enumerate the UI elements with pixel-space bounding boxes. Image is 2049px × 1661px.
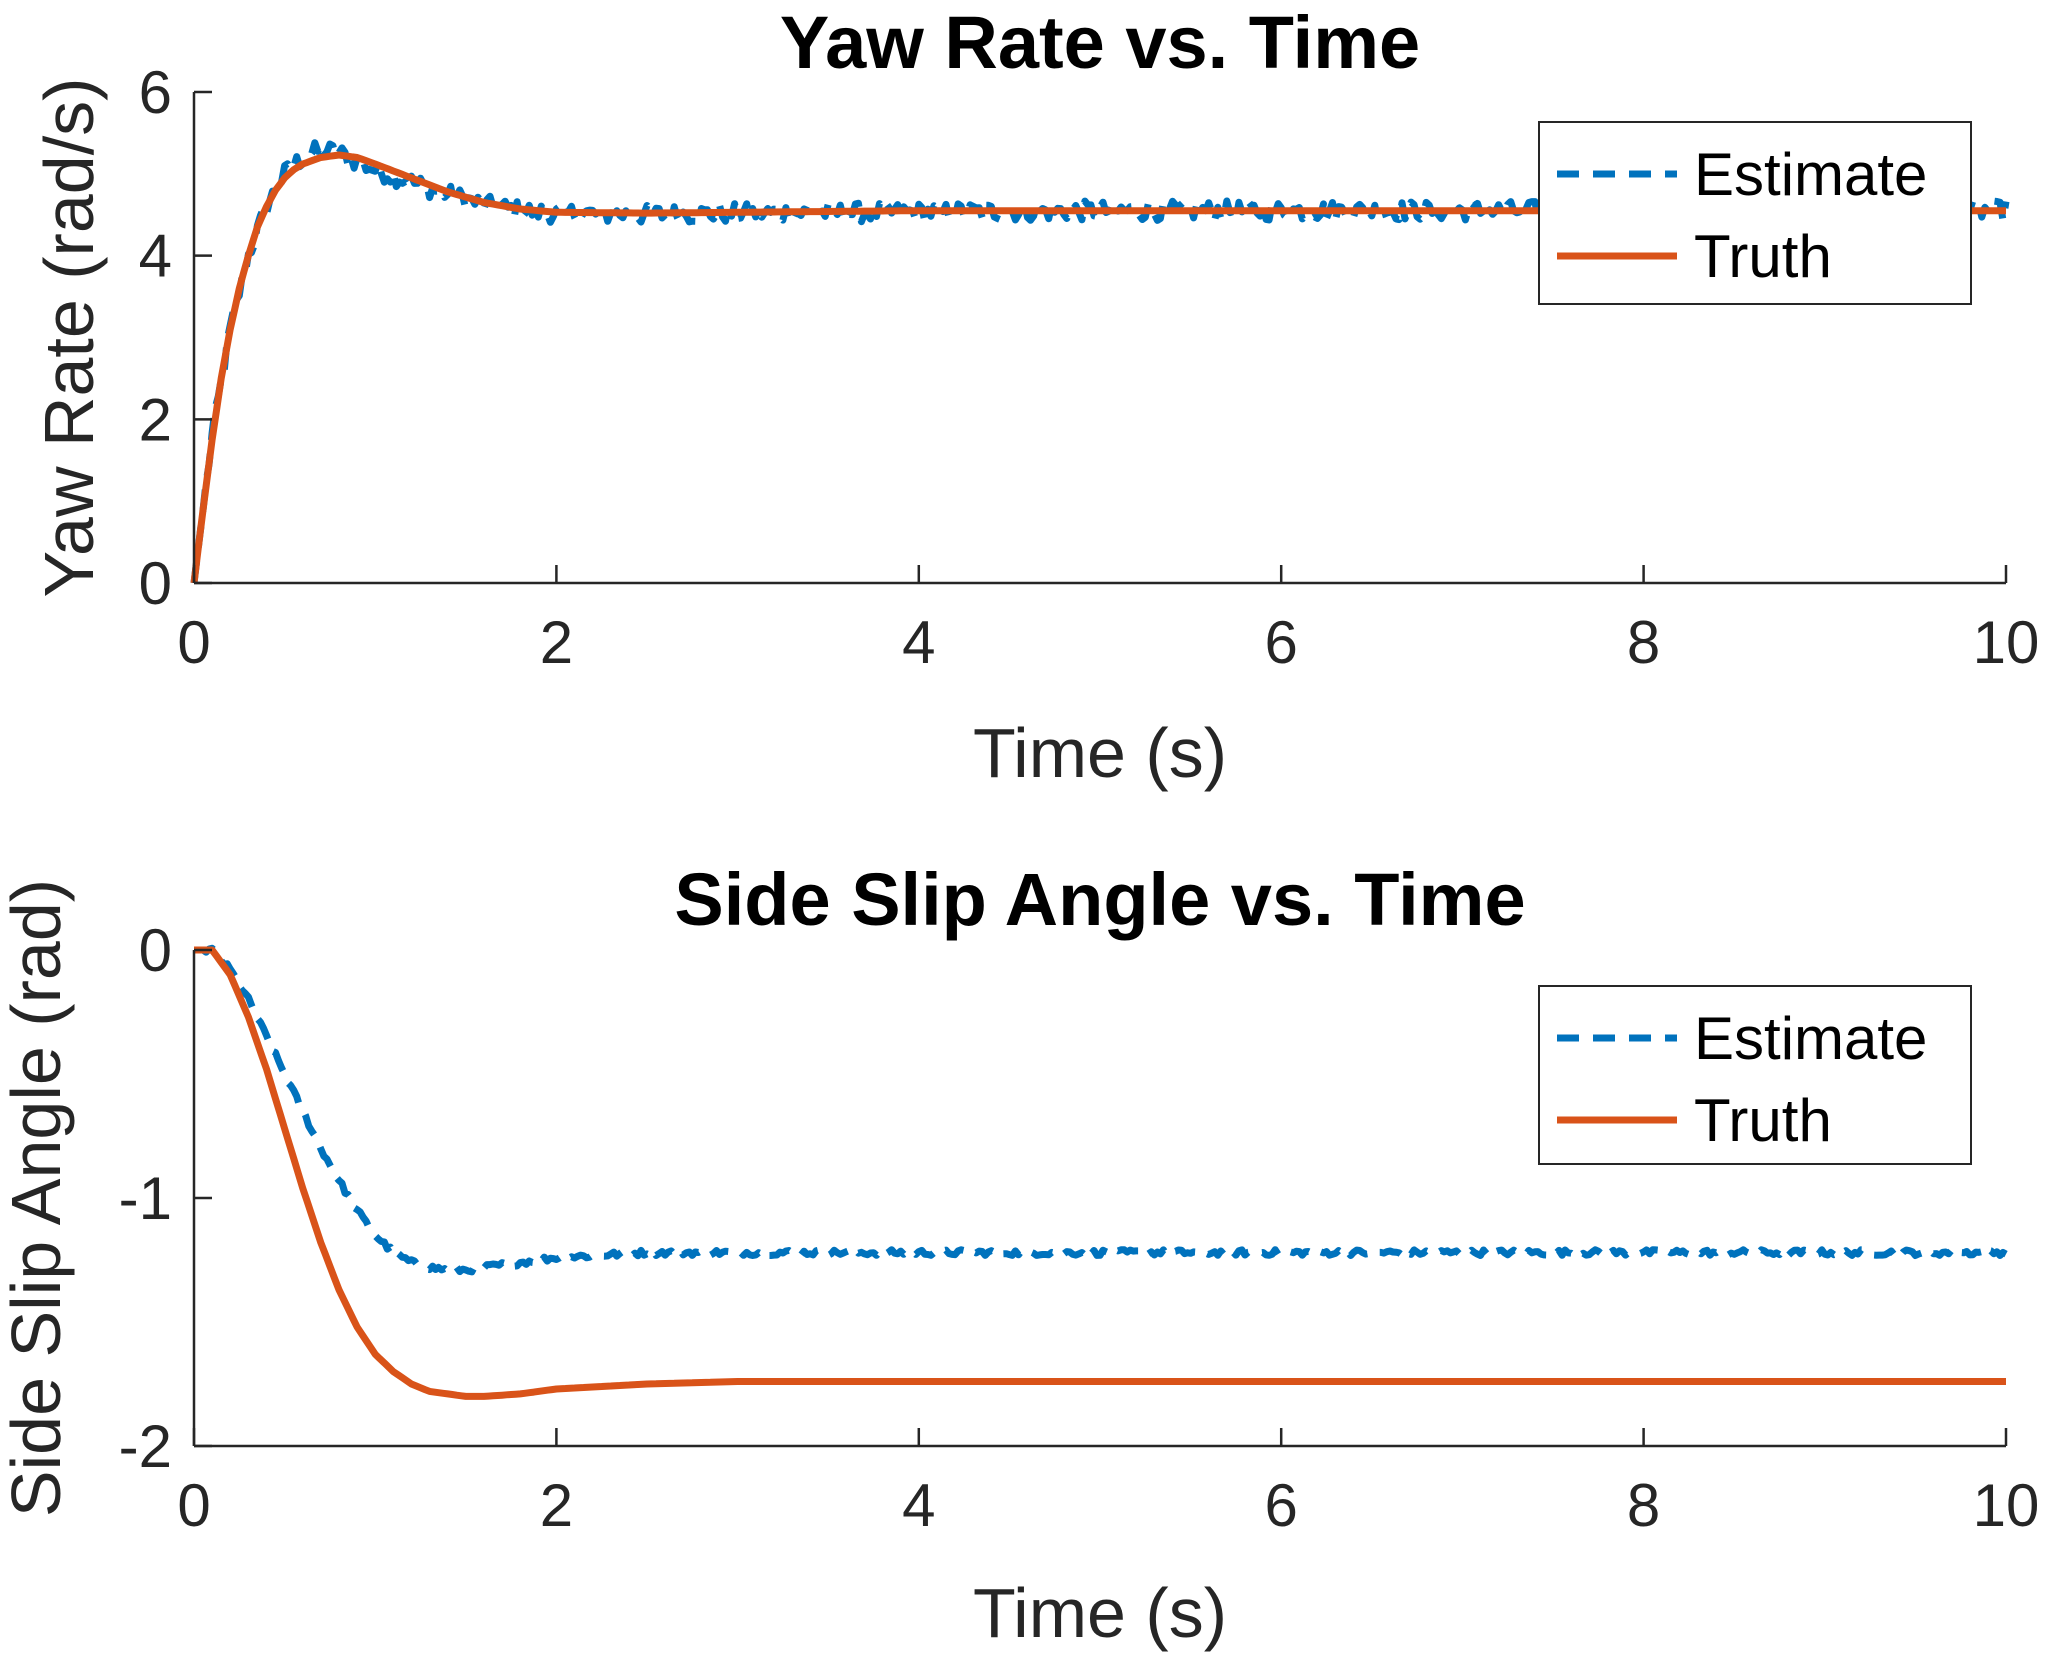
chart-title: Side Slip Angle vs. Time: [674, 858, 1525, 941]
y-tick-label: -2: [119, 1413, 172, 1480]
x-tick-label: 4: [902, 609, 935, 676]
x-axis-label: Time (s): [973, 714, 1227, 792]
series-estimate-line: [193, 944, 2008, 1276]
legend: Estimate Truth: [1538, 985, 1972, 1165]
y-axis-label: Yaw Rate (rad/s): [30, 78, 108, 598]
x-tick-label: 0: [177, 1472, 210, 1539]
legend-label-estimate: Estimate: [1694, 141, 1927, 208]
x-tick-label: 8: [1627, 609, 1660, 676]
x-tick-label: 8: [1627, 1472, 1660, 1539]
x-tick-label: 2: [540, 609, 573, 676]
x-tick-label: 6: [1265, 609, 1298, 676]
y-tick-label: 2: [139, 386, 172, 453]
x-tick-label: 10: [1973, 1472, 2040, 1539]
x-tick-label: 2: [540, 1472, 573, 1539]
yaw-rate-chart: 0 2 4 6 8 10 0 2 4 6 Yaw Rate vs. Time Time (s) Yaw …: [30, 1, 2039, 792]
x-tick-label: 6: [1265, 1472, 1298, 1539]
x-axis-label: Time (s): [973, 1574, 1227, 1652]
y-tick-label: 4: [139, 223, 172, 290]
x-tick-label: 4: [902, 1472, 935, 1539]
x-tick-label: 0: [177, 609, 210, 676]
y-tick-label: 6: [139, 59, 172, 126]
legend-box: [1538, 985, 1972, 1165]
y-axis-label: Side Slip Angle (rad): [0, 879, 75, 1517]
chart-title: Yaw Rate vs. Time: [780, 1, 1420, 84]
legend-box: [1538, 121, 1972, 305]
side-slip-chart: 0 2 4 6 8 10 -2 -1 0 Side Slip Angle vs. Time Time…: [0, 858, 2039, 1652]
legend-label-truth: Truth: [1694, 223, 1832, 290]
y-tick-label: -1: [119, 1165, 172, 1232]
legend-label-truth: Truth: [1694, 1087, 1832, 1154]
x-tick-label: 10: [1973, 609, 2040, 676]
legend: Estimate Truth: [1538, 121, 1972, 305]
y-tick-label: 0: [139, 550, 172, 617]
series-truth-line: [194, 946, 2006, 1400]
y-tick-label: 0: [139, 917, 172, 984]
legend-label-estimate: Estimate: [1694, 1005, 1927, 1072]
